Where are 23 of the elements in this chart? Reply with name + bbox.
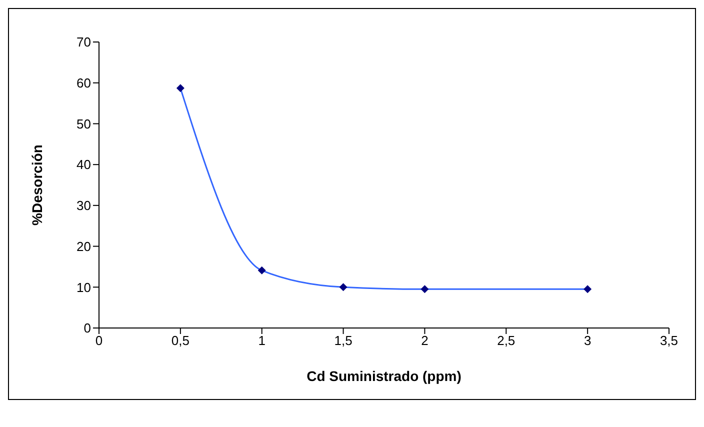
x-tick-label: 3: [584, 333, 592, 348]
point: [258, 266, 266, 274]
y-axis-title: %Desorción: [28, 144, 45, 226]
y-tick-label: 50: [76, 116, 91, 132]
y-tick-label: 60: [76, 75, 91, 90]
point: [339, 283, 348, 292]
y-tick-label: 70: [76, 34, 91, 50]
y-tick-label: 0: [84, 320, 91, 336]
x-tick-label: 1: [258, 333, 266, 348]
y-tick-label: 30: [76, 198, 91, 214]
x-tick-label: 1,5: [334, 333, 352, 348]
point: [584, 285, 592, 294]
x-tick-label: 2: [421, 333, 428, 348]
x-tick-label: 0,5: [171, 333, 190, 348]
x-tick-label: 2,5: [497, 333, 516, 348]
y-tick-label: 40: [76, 157, 91, 172]
x-tick-label: 0: [95, 333, 103, 348]
point: [176, 84, 184, 92]
y-tick-label: 20: [76, 238, 91, 254]
point: [420, 285, 429, 294]
x-axis-title: Cd Suministrado (ppm): [306, 368, 462, 384]
x-tick-label: 3,5: [660, 333, 678, 348]
y-tick-label: 10: [76, 280, 91, 295]
